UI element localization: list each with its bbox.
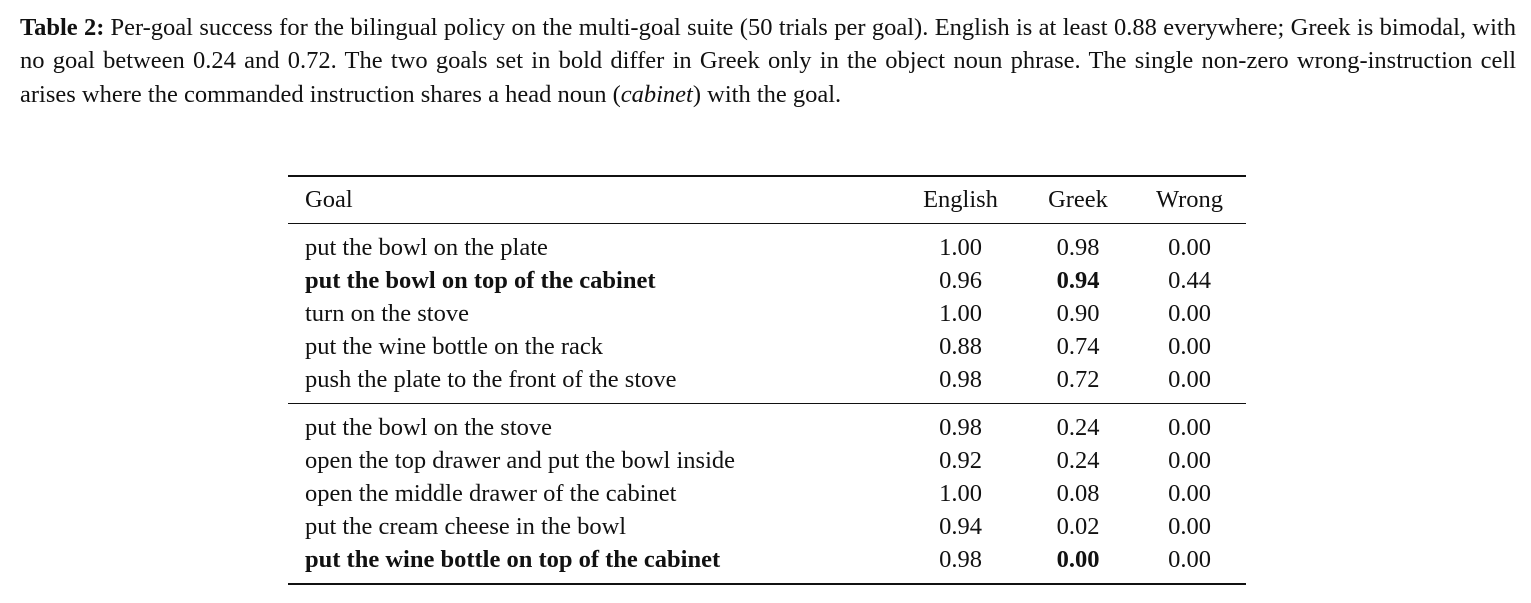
data-row: push the plate to the front of the stove… [288,363,1246,396]
data-row: put the bowl on top of the cabinet 0.96 0.… [288,264,1246,297]
data-row: put the bowl on the plate 1.00 0.98 0.00 [288,231,1246,264]
wrong-cell: 0.00 [1168,233,1211,261]
greek-cell: 0.00 [1056,545,1100,573]
wrong-cell: 0.00 [1168,512,1211,540]
greek-cell: 0.98 [1056,233,1100,261]
header-cell: Goal [305,186,353,213]
goal-cell: put the wine bottle on the rack [305,332,603,360]
goal-cell: put the bowl on the stove [305,413,553,441]
greek-cell: 0.02 [1056,512,1100,540]
data-row: turn on the stove 1.00 0.90 0.00 [288,297,1246,330]
header-cell: English [923,186,998,213]
greek-cell: 0.72 [1056,365,1100,393]
english-cell: 0.98 [939,545,982,573]
english-cell: 1.00 [939,233,982,261]
row-group: put the bowl on the stove 0.98 0.24 0.00 ope… [288,404,1246,584]
wrong-cell: 0.44 [1168,266,1211,294]
results-table: Goal English Greek Wrong put the bowl on… [288,175,1246,585]
caption-emphasis: cabinet [620,80,693,108]
goal-cell: put the bowl on top of the cabinet [305,266,656,294]
greek-cell: 0.90 [1056,299,1100,327]
wrong-cell: 0.00 [1168,479,1211,507]
data-row: open the middle drawer of the cabinet 1.0… [288,477,1246,510]
spacer-cell [288,396,1246,404]
goal-cell: put the wine bottle on top of the cabine… [305,545,721,573]
english-cell: 1.00 [939,299,982,327]
wrong-cell: 0.00 [1168,299,1211,327]
caption-text: Per-goal success for the bilingual polic… [20,14,1516,108]
row-group: put the bowl on the plate 1.00 0.98 0.00 put… [288,224,1246,404]
english-cell: 0.94 [939,512,982,540]
wrong-cell: 0.00 [1168,332,1211,360]
spacer [288,224,1246,232]
english-cell: 0.96 [939,266,982,294]
wrong-cell: 0.00 [1168,545,1211,573]
caption-label: Table 2: [20,14,105,41]
data-row: put the wine bottle on top of the cabine… [288,543,1246,576]
spacer [288,576,1246,584]
table-caption: Table 2: Per-goal success for the bilingu… [20,11,1516,111]
goal-cell: open the middle drawer of the cabinet [305,479,677,507]
greek-cell: 0.74 [1056,332,1100,360]
greek-cell: 0.24 [1056,413,1100,441]
data-row: put the wine bottle on the rack 0.88 0.74 0… [288,330,1246,363]
goal-cell: push the plate to the front of the stove [305,365,677,393]
caption-text: ) with the goal. [692,80,842,108]
wrong-cell: 0.00 [1168,365,1211,393]
header-cell: Wrong [1155,186,1224,213]
spacer [288,396,1246,404]
header-row: Goal English Greek Wrong [288,176,1246,224]
goal-cell: put the bowl on the plate [305,233,548,261]
english-cell: 0.98 [939,413,982,441]
header-cell: Greek [1048,186,1108,213]
greek-cell: 0.24 [1056,446,1100,474]
data-row: open the top drawer and put the bowl ins… [288,444,1246,477]
spacer [288,404,1246,412]
english-cell: 1.00 [939,479,982,507]
wrong-cell: 0.00 [1168,413,1211,441]
greek-cell: 0.94 [1056,266,1100,294]
english-cell: 0.92 [939,446,982,474]
english-cell: 0.88 [939,332,982,360]
goal-cell: open the top drawer and put the bowl ins… [305,446,736,474]
wrong-cell: 0.00 [1168,446,1211,474]
goal-cell: turn on the stove [305,299,469,327]
english-cell: 0.98 [939,365,982,393]
spacer-cell [288,224,1246,232]
spacer-cell [288,576,1246,584]
data-row: put the bowl on the stove 0.98 0.24 0.00 [288,411,1246,444]
greek-cell: 0.08 [1056,479,1100,507]
spacer-cell [288,404,1246,412]
data-row: put the cream cheese in the bowl 0.94 0.02… [288,510,1246,543]
goal-cell: put the cream cheese in the bowl [305,512,627,540]
